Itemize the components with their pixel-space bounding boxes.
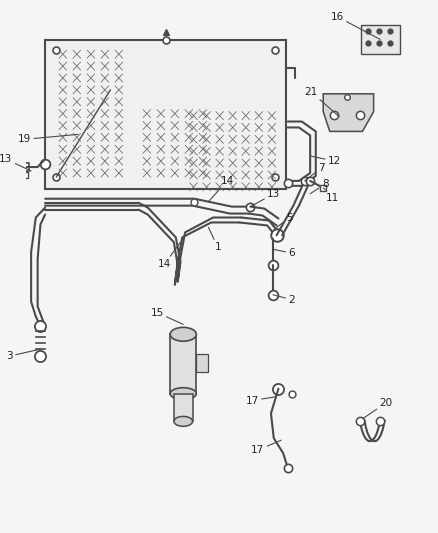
Text: 14: 14 <box>158 243 180 269</box>
Bar <box>170 334 196 394</box>
Ellipse shape <box>170 327 196 341</box>
Bar <box>174 394 193 422</box>
Text: 14: 14 <box>208 176 234 201</box>
Text: 16: 16 <box>331 12 380 39</box>
Text: 17: 17 <box>251 440 281 455</box>
Text: 13: 13 <box>251 189 280 207</box>
Text: 6: 6 <box>273 248 295 258</box>
Bar <box>196 354 208 372</box>
Text: 15: 15 <box>151 308 183 325</box>
Text: 17: 17 <box>246 395 276 406</box>
Text: 11: 11 <box>323 188 339 203</box>
Bar <box>360 25 400 54</box>
Text: 8: 8 <box>310 179 328 194</box>
Text: 20: 20 <box>363 398 392 418</box>
Text: 3: 3 <box>6 349 40 361</box>
Text: 9: 9 <box>0 532 1 533</box>
Text: 19: 19 <box>18 134 78 144</box>
Text: 12: 12 <box>311 156 341 166</box>
Text: 7: 7 <box>304 163 325 181</box>
Ellipse shape <box>174 416 193 426</box>
Text: 5: 5 <box>276 213 293 228</box>
Text: 21: 21 <box>304 87 339 117</box>
Text: 13: 13 <box>0 154 31 171</box>
Bar <box>45 41 286 189</box>
Text: 2: 2 <box>273 295 295 305</box>
Text: 1: 1 <box>208 228 221 252</box>
Polygon shape <box>323 94 374 132</box>
Ellipse shape <box>170 387 196 400</box>
